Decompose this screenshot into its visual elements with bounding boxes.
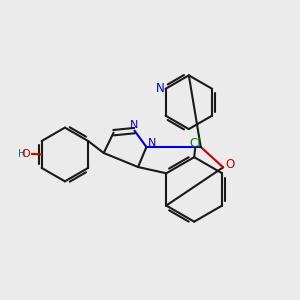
Text: N: N <box>156 82 164 95</box>
Text: O: O <box>225 158 234 171</box>
Text: N: N <box>148 138 156 148</box>
Text: Cl: Cl <box>189 137 201 150</box>
Text: O: O <box>22 149 30 159</box>
Text: N: N <box>130 120 138 130</box>
Text: H: H <box>18 148 26 159</box>
